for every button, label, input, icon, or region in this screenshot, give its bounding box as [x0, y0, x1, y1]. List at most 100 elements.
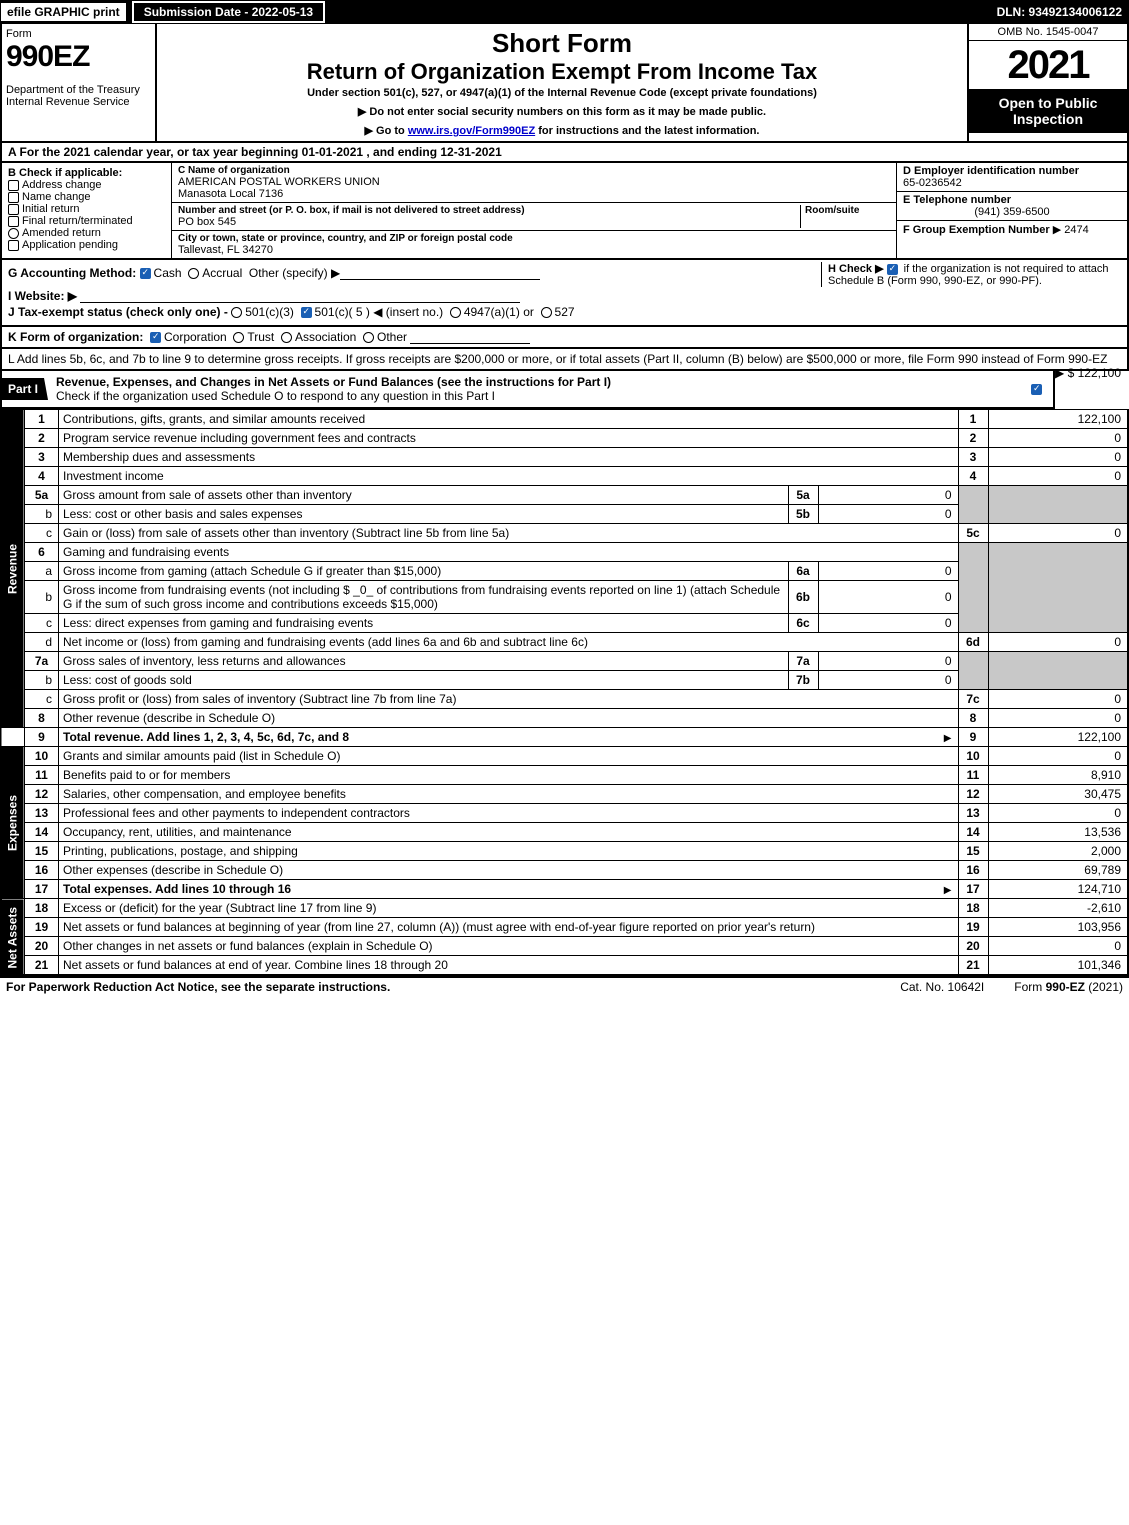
- section-ghij: H Check ▶ if the organization is not req…: [0, 260, 1129, 327]
- side-expenses: Expenses: [1, 747, 25, 899]
- line-14-amt: 13,536: [988, 823, 1128, 842]
- line-10-desc: Grants and similar amounts paid (list in…: [59, 747, 959, 766]
- chk-label: Name change: [22, 191, 91, 203]
- form-word: Form: [6, 28, 151, 40]
- irs-link[interactable]: www.irs.gov/Form990EZ: [408, 125, 535, 137]
- k-trust-check[interactable]: [233, 332, 244, 343]
- dln-label: DLN: 93492134006122: [997, 5, 1128, 19]
- g-other-blank[interactable]: [340, 268, 540, 280]
- line-15-desc: Printing, publications, postage, and shi…: [59, 842, 959, 861]
- line-8-desc: Other revenue (describe in Schedule O): [59, 709, 959, 728]
- part1-schedule-o-check[interactable]: [1031, 384, 1042, 395]
- line-6c-desc: Less: direct expenses from gaming and fu…: [59, 614, 789, 633]
- header-center: Short Form Return of Organization Exempt…: [157, 24, 967, 141]
- line-16-box: 16: [958, 861, 988, 880]
- room-hdr: Room/suite: [805, 205, 890, 216]
- chk-amended-return[interactable]: Amended return: [8, 227, 165, 239]
- g-cash-check[interactable]: [140, 268, 151, 279]
- line-7a-desc: Gross sales of inventory, less returns a…: [59, 652, 789, 671]
- line-18-box: 18: [958, 899, 988, 918]
- line-6b-ia: 0: [818, 581, 958, 614]
- j-4947-label: 4947(a)(1) or: [464, 305, 534, 319]
- line-16-num: 16: [25, 861, 59, 880]
- line-13-desc: Professional fees and other payments to …: [59, 804, 959, 823]
- box-b: B Check if applicable: Address change Na…: [2, 163, 172, 258]
- line-20-box: 20: [958, 937, 988, 956]
- line-13-box: 13: [958, 804, 988, 823]
- line-10-num: 10: [25, 747, 59, 766]
- side-revenue: Revenue: [1, 410, 25, 728]
- j-line: J Tax-exempt status (check only one) - 5…: [8, 305, 1121, 319]
- k-assoc-check[interactable]: [281, 332, 292, 343]
- line-4-box: 4: [958, 467, 988, 486]
- line-21-desc: Net assets or fund balances at end of ye…: [59, 956, 959, 976]
- line-15-box: 15: [958, 842, 988, 861]
- header-left: Form 990EZ Department of the Treasury In…: [2, 24, 157, 141]
- line-8-amt: 0: [988, 709, 1128, 728]
- j-501c-check[interactable]: [301, 307, 312, 318]
- line-12-num: 12: [25, 785, 59, 804]
- line-14-num: 14: [25, 823, 59, 842]
- line-5c-num: c: [25, 524, 59, 543]
- part1-subtitle: Check if the organization used Schedule …: [56, 389, 495, 403]
- h-box: H Check ▶ if the organization is not req…: [821, 262, 1121, 287]
- chk-address-change[interactable]: Address change: [8, 179, 165, 191]
- j-501c-label: 501(c)( 5 ) ◀ (insert no.): [315, 305, 444, 319]
- k-other-check[interactable]: [363, 332, 374, 343]
- chk-name-change[interactable]: Name change: [8, 191, 165, 203]
- k-corp-check[interactable]: [150, 332, 161, 343]
- box-d-e-f: D Employer identification number 65-0236…: [897, 163, 1127, 258]
- j-527-label: 527: [555, 305, 575, 319]
- line-10-box: 10: [958, 747, 988, 766]
- org-address: PO box 545: [178, 216, 800, 228]
- line-11-amt: 8,910: [988, 766, 1128, 785]
- k-other-blank[interactable]: [410, 332, 530, 344]
- h-checkbox[interactable]: [887, 264, 898, 275]
- gray-7-amt: [988, 652, 1128, 690]
- page-footer: For Paperwork Reduction Act Notice, see …: [0, 976, 1129, 996]
- line-6a-num: a: [25, 562, 59, 581]
- row-l: L Add lines 5b, 6c, and 7b to line 9 to …: [0, 349, 1129, 371]
- chk-final-return[interactable]: Final return/terminated: [8, 215, 165, 227]
- line-7a-il: 7a: [788, 652, 818, 671]
- line-6d-box: 6d: [958, 633, 988, 652]
- website-blank[interactable]: [80, 291, 520, 303]
- line-20-num: 20: [25, 937, 59, 956]
- line-17-num: 17: [25, 880, 59, 899]
- org-city: Tallevast, FL 34270: [178, 244, 890, 256]
- line-19-desc: Net assets or fund balances at beginning…: [59, 918, 959, 937]
- line-16-desc: Other expenses (describe in Schedule O): [59, 861, 959, 880]
- line-6a-il: 6a: [788, 562, 818, 581]
- line-4-desc: Investment income: [59, 467, 959, 486]
- line-6d-amt: 0: [988, 633, 1128, 652]
- gray-7: [958, 652, 988, 690]
- k-assoc: Association: [295, 330, 356, 344]
- efile-print-label[interactable]: efile GRAPHIC print: [1, 3, 128, 21]
- j-501c3-check[interactable]: [231, 307, 242, 318]
- line-19-num: 19: [25, 918, 59, 937]
- k-corp: Corporation: [164, 330, 227, 344]
- ein-value: 65-0236542: [903, 177, 1121, 189]
- form-number: 990EZ: [6, 40, 151, 74]
- line-12-amt: 30,475: [988, 785, 1128, 804]
- line-16-amt: 69,789: [988, 861, 1128, 880]
- line-7a-ia: 0: [818, 652, 958, 671]
- line-6c-num: c: [25, 614, 59, 633]
- line-9-text: Total revenue. Add lines 1, 2, 3, 4, 5c,…: [63, 730, 349, 744]
- l-text: L Add lines 5b, 6c, and 7b to line 9 to …: [8, 352, 1107, 366]
- open-inspection: Open to Public Inspection: [969, 89, 1127, 133]
- line-20-amt: 0: [988, 937, 1128, 956]
- line-6d-num: d: [25, 633, 59, 652]
- chk-label: Initial return: [22, 203, 79, 215]
- part1-table: Revenue 1 Contributions, gifts, grants, …: [0, 409, 1129, 976]
- chk-application-pending[interactable]: Application pending: [8, 239, 165, 251]
- g-accrual-check[interactable]: [188, 268, 199, 279]
- line-5a-num: 5a: [25, 486, 59, 505]
- line-18-num: 18: [25, 899, 59, 918]
- j-4947-check[interactable]: [450, 307, 461, 318]
- tel-value: (941) 359-6500: [903, 206, 1121, 218]
- j-527-check[interactable]: [541, 307, 552, 318]
- chk-initial-return[interactable]: Initial return: [8, 203, 165, 215]
- g-cash-label: Cash: [154, 266, 182, 280]
- dept-label: Department of the Treasury Internal Reve…: [6, 84, 151, 108]
